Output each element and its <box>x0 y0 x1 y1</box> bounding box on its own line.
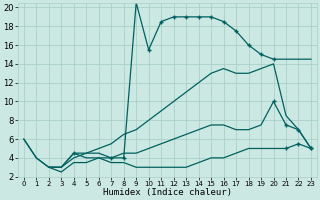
X-axis label: Humidex (Indice chaleur): Humidex (Indice chaleur) <box>103 188 232 197</box>
